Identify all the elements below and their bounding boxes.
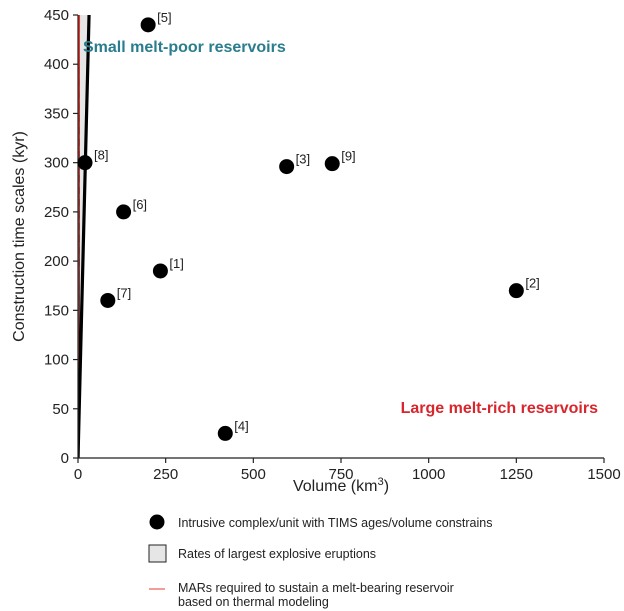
data-point-4: [140, 17, 156, 33]
data-point-label-2: [3]: [296, 152, 310, 167]
y-tick-label-1: 50: [52, 401, 69, 418]
region-title-large: Large melt-rich reservoirs: [401, 400, 599, 417]
data-point-3: [217, 425, 233, 441]
data-point-label-4: [5]: [157, 10, 171, 25]
legend-marker-0: [149, 514, 165, 530]
rate-line-3: [78, 15, 80, 458]
rate-line-6: [78, 15, 91, 458]
y-axis-title: Construction time scales (kyr): [11, 131, 28, 342]
data-point-label-3: [4]: [234, 418, 248, 433]
y-tick-label-6: 300: [44, 155, 69, 172]
data-point-0: [152, 263, 168, 279]
rate-line-0: [78, 15, 79, 458]
x-axis-title: Volume (km3): [293, 476, 389, 495]
legend-patch-1: [148, 544, 167, 563]
data-point-label-6: [7]: [117, 285, 131, 300]
legend: Intrusive complex/unit with TIMS ages/vo…: [148, 514, 492, 609]
rate-line-4: [78, 15, 80, 458]
data-point-label-5: [6]: [133, 197, 147, 212]
y-tick-label-9: 450: [44, 7, 69, 24]
rate-line-2: [78, 15, 80, 458]
y-tick-label-4: 200: [44, 253, 69, 270]
data-point-6: [100, 292, 116, 308]
x-tick-label-5: 1250: [500, 466, 533, 483]
data-point-8: [324, 156, 340, 172]
data-point-label-8: [9]: [341, 149, 355, 164]
region-title-small: Small melt-poor reservoirs: [83, 39, 286, 56]
legend-label-0: Intrusive complex/unit with TIMS ages/vo…: [178, 516, 492, 530]
legend-label-1: Rates of largest explosive eruptions: [178, 547, 376, 561]
plot-content: [78, 15, 604, 458]
y-tick-label-7: 350: [44, 105, 69, 122]
x-tick-label-2: 500: [241, 466, 266, 483]
plot-area: 0 250 500 750 1000 1250 1500 0 50 100 150 200 250 300…: [11, 7, 621, 495]
x-tick-label-0: 0: [74, 466, 82, 483]
x-tick-label-4: 1000: [412, 466, 445, 483]
data-point-label-1: [2]: [525, 276, 539, 291]
y-tick-label-0: 0: [61, 450, 69, 467]
x-tick-label-6: 1500: [587, 466, 620, 483]
y-tick-label-8: 400: [44, 56, 69, 73]
eruption-rate-region: [78, 15, 604, 458]
y-tick-label-3: 150: [44, 302, 69, 319]
data-point-1: [508, 283, 524, 299]
data-point-5: [116, 204, 132, 220]
data-point-2: [279, 159, 295, 175]
legend-label-2-1: based on thermal modeling: [178, 595, 329, 609]
y-tick-label-2: 100: [44, 352, 69, 369]
x-tick-label-1: 250: [153, 466, 178, 483]
rate-line-5: [78, 15, 81, 458]
data-point-7: [77, 155, 93, 171]
legend-label-2-0: MARs required to sustain a melt-bearing …: [178, 581, 454, 595]
data-point-label-0: [1]: [169, 256, 183, 271]
rate-line-1: [78, 15, 79, 458]
x-tick-label-3: 750: [328, 466, 353, 483]
y-tick-label-5: 250: [44, 204, 69, 221]
data-point-label-7: [8]: [94, 148, 108, 163]
